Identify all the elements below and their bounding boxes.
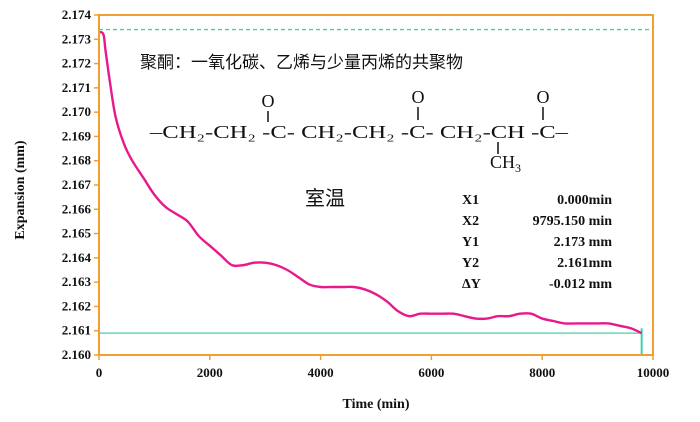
stat-label-x1: X1 (462, 193, 479, 208)
x-tick-label: 8000 (529, 365, 555, 380)
x-axis-title: Time (min) (342, 397, 409, 412)
y-tick-label: 2.160 (62, 347, 91, 362)
chart-annotation-title: 聚酮：一氧化碳、乙烯与少量丙烯的共聚物 (140, 53, 463, 73)
series-layer (98, 30, 643, 335)
expansion-series-line (98, 30, 643, 335)
y-tick-label: 2.161 (62, 323, 91, 338)
y-tick-label: 2.167 (62, 177, 92, 192)
x-tick-label: 2000 (197, 365, 223, 380)
y-tick-label: 2.168 (62, 153, 92, 168)
stat-value-delta-y: -0.012 mm (549, 277, 612, 292)
stat-label-x2: X2 (462, 214, 479, 229)
formula-main-chain: –CH₂-CH₂ -C- CH₂-CH₂ -C- CH₂-CH -C– (149, 122, 570, 142)
y-tick-label: 2.166 (62, 201, 92, 216)
temperature-condition-label: 室温 (305, 186, 345, 210)
stat-value-x1: 0.000min (557, 193, 612, 208)
stat-value-y2: 2.161mm (557, 256, 612, 271)
y-tick-label: 2.164 (62, 250, 92, 265)
x-tick-label: 4000 (308, 365, 334, 380)
formula-branch: CH3 (490, 152, 521, 175)
y-tick-label: 2.170 (62, 104, 91, 119)
y-tick-label: 2.165 (62, 226, 92, 241)
structural-formula: O O O –CH₂-CH₂ -C- CH₂-CH₂ -C- CH₂-CH -C… (149, 87, 570, 175)
formula-oxygen-3: O (537, 87, 550, 107)
formula-branch-prefix: CH (490, 152, 515, 172)
y-tick-label: 2.163 (62, 274, 92, 289)
y-tick-label: 2.173 (62, 31, 92, 46)
x-tick-label: 10000 (637, 365, 670, 380)
x-axis-ticks: 0 2000 4000 6000 8000 10000 (96, 355, 670, 380)
y-axis-title: Expansion (mm) (13, 140, 28, 240)
stat-value-x2: 9795.150 min (533, 214, 613, 229)
stats-panel: X1 0.000min X2 9795.150 min Y1 2.173 mm … (462, 193, 612, 292)
formula-oxygen-1: O (262, 91, 275, 111)
y-tick-label: 2.169 (62, 128, 92, 143)
x-tick-label: 0 (96, 365, 103, 380)
formula-oxygen-2: O (412, 87, 425, 107)
stat-label-y2: Y2 (462, 256, 479, 271)
formula-branch-sub: 3 (515, 161, 521, 175)
stat-value-y1: 2.173 mm (554, 235, 613, 250)
y-axis-ticks: 2.160 2.161 2.162 2.163 2.164 2.165 2.166 2.167… (62, 7, 99, 362)
y-tick-label: 2.172 (62, 56, 91, 71)
stat-label-delta-y: ΔY (462, 277, 481, 292)
stat-label-y1: Y1 (462, 235, 479, 250)
y-tick-label: 2.174 (62, 7, 92, 22)
y-tick-label: 2.162 (62, 298, 91, 313)
y-tick-label: 2.171 (62, 80, 91, 95)
plot-frame (98, 14, 654, 356)
x-tick-label: 6000 (418, 365, 444, 380)
